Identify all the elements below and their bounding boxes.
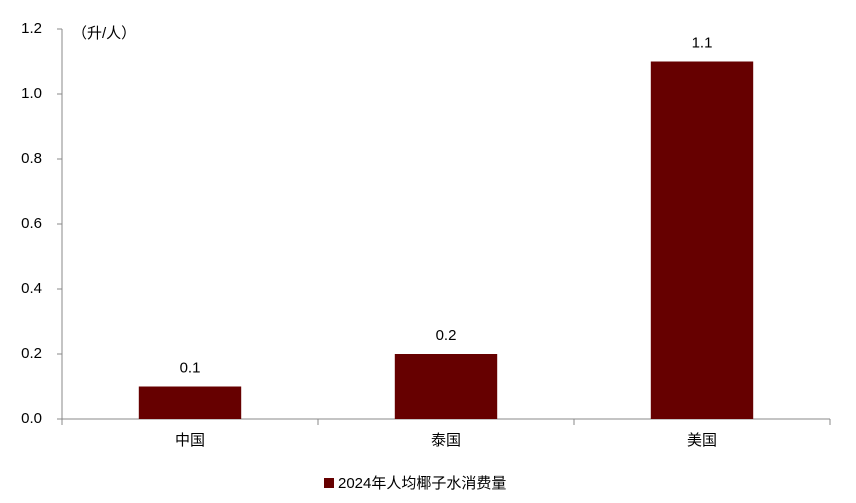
- x-tick-label: 美国: [687, 432, 717, 449]
- y-tick-label: 1.0: [21, 85, 42, 102]
- legend-swatch: [324, 478, 334, 488]
- bar: [394, 354, 498, 419]
- x-tick-label: 泰国: [431, 432, 461, 449]
- data-label: 0.2: [436, 327, 457, 344]
- legend-label: 2024年人均椰子水消费量: [338, 475, 506, 492]
- data-label: 1.1: [692, 34, 713, 51]
- bar: [650, 61, 754, 419]
- y-tick-label: 0.0: [21, 410, 42, 427]
- y-tick-label: 0.6: [21, 215, 42, 232]
- y-tick-label: 0.8: [21, 150, 42, 167]
- data-label: 0.1: [180, 359, 201, 376]
- bar: [138, 386, 242, 419]
- y-tick-label: 0.2: [21, 345, 42, 362]
- x-tick-label: 中国: [175, 432, 205, 449]
- y-axis-unit: （升/人）: [72, 25, 136, 42]
- y-tick-label: 1.2: [21, 20, 42, 37]
- y-tick-label: 0.4: [21, 280, 42, 297]
